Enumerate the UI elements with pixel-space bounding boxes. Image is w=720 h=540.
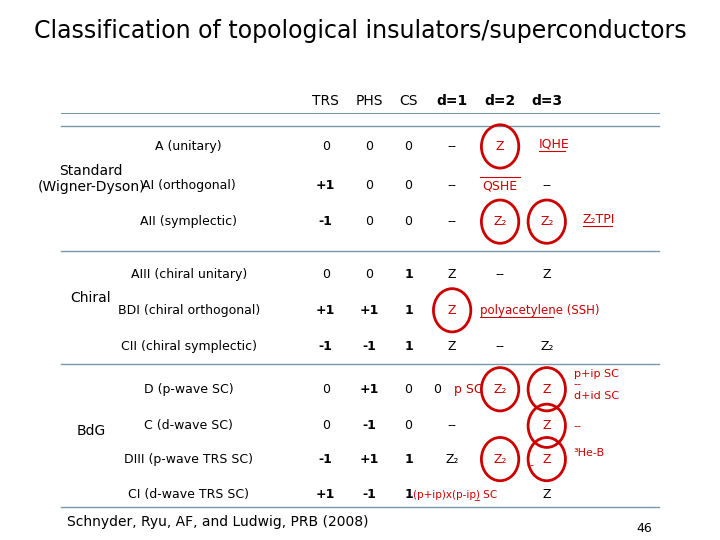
Text: --: -- [574, 379, 582, 389]
Text: +1: +1 [316, 488, 336, 501]
Text: BdG: BdG [76, 424, 106, 438]
Text: Z: Z [543, 383, 551, 396]
Text: 46: 46 [637, 522, 652, 536]
Text: --: -- [574, 421, 582, 431]
Text: Z: Z [448, 340, 456, 353]
Text: --: -- [448, 179, 456, 192]
Text: -1: -1 [362, 488, 377, 501]
Text: Z₂: Z₂ [540, 215, 554, 228]
Text: CII (chiral symplectic): CII (chiral symplectic) [121, 340, 257, 353]
Text: 1: 1 [404, 488, 413, 501]
Text: -1: -1 [319, 215, 333, 228]
Text: AIII (chiral unitary): AIII (chiral unitary) [130, 268, 247, 281]
Text: 1: 1 [404, 453, 413, 465]
Text: BDI (chiral orthogonal): BDI (chiral orthogonal) [117, 304, 260, 317]
Text: D (p-wave SC): D (p-wave SC) [144, 383, 233, 396]
Text: +1: +1 [316, 179, 336, 192]
Text: 0: 0 [365, 215, 374, 228]
Text: +1: +1 [316, 304, 336, 317]
Text: --: -- [448, 419, 456, 433]
Text: Chiral: Chiral [71, 291, 112, 305]
Text: AI (orthogonal): AI (orthogonal) [142, 179, 235, 192]
Text: --: -- [448, 215, 456, 228]
Text: Schnyder, Ryu, AF, and Ludwig, PRB (2008): Schnyder, Ryu, AF, and Ludwig, PRB (2008… [68, 516, 369, 530]
Text: Z₂TPI: Z₂TPI [583, 213, 616, 226]
Text: Z₂: Z₂ [540, 340, 554, 353]
Text: 0: 0 [365, 268, 374, 281]
Text: --: -- [542, 179, 552, 192]
Text: 0: 0 [405, 383, 413, 396]
Text: d=2: d=2 [485, 94, 516, 108]
Text: 1: 1 [404, 340, 413, 353]
Text: Z: Z [543, 488, 551, 501]
Text: CS: CS [400, 94, 418, 108]
Text: p+ip SC: p+ip SC [574, 369, 618, 379]
Text: d=3: d=3 [531, 94, 562, 108]
Text: Z: Z [543, 453, 551, 465]
Text: ³He-B: ³He-B [574, 448, 605, 458]
Text: 0: 0 [322, 383, 330, 396]
Text: DIII (p-wave TRS SC): DIII (p-wave TRS SC) [125, 453, 253, 465]
Text: CI (d-wave TRS SC): CI (d-wave TRS SC) [128, 488, 249, 501]
Text: +1: +1 [360, 304, 379, 317]
Text: Z₂: Z₂ [493, 215, 507, 228]
Text: polyacetylene (SSH): polyacetylene (SSH) [480, 304, 600, 317]
Text: 1: 1 [404, 268, 413, 281]
Text: +1: +1 [360, 453, 379, 465]
Text: Standard
(Wigner-Dyson): Standard (Wigner-Dyson) [37, 164, 145, 194]
Text: 0: 0 [365, 140, 374, 153]
Text: AII (symplectic): AII (symplectic) [140, 215, 238, 228]
Text: +1: +1 [360, 383, 379, 396]
Text: Z: Z [448, 268, 456, 281]
Text: IQHE: IQHE [539, 138, 570, 151]
Text: C (d-wave SC): C (d-wave SC) [144, 419, 233, 433]
Text: -1: -1 [319, 453, 333, 465]
Text: Z₂: Z₂ [493, 453, 507, 465]
Text: -1: -1 [319, 340, 333, 353]
Text: 0: 0 [322, 140, 330, 153]
Text: Z₂: Z₂ [493, 383, 507, 396]
Text: 0: 0 [405, 419, 413, 433]
Text: --: -- [527, 461, 535, 470]
Text: p SC: p SC [454, 383, 482, 396]
Text: --: -- [448, 140, 456, 153]
Text: 0: 0 [405, 140, 413, 153]
Text: -1: -1 [362, 340, 377, 353]
Text: 0: 0 [405, 179, 413, 192]
Text: 0: 0 [365, 179, 374, 192]
Text: 0: 0 [322, 268, 330, 281]
Text: Classification of topological insulators/superconductors: Classification of topological insulators… [34, 19, 686, 43]
Text: 0: 0 [433, 383, 441, 396]
Text: --: -- [495, 340, 505, 353]
Text: (p+ip)x(p-ip)̲ SC: (p+ip)x(p-ip)̲ SC [413, 489, 498, 500]
Text: Z: Z [448, 304, 456, 317]
Text: 0: 0 [405, 215, 413, 228]
Text: A (unitary): A (unitary) [156, 140, 222, 153]
Text: d+id SC: d+id SC [574, 391, 618, 401]
Text: --: -- [495, 268, 505, 281]
Text: TRS: TRS [312, 94, 339, 108]
Text: PHS: PHS [356, 94, 383, 108]
Text: Z: Z [496, 140, 504, 153]
Text: QSHE: QSHE [482, 179, 518, 192]
Text: Z: Z [543, 419, 551, 433]
Text: 0: 0 [322, 419, 330, 433]
Text: 1: 1 [404, 304, 413, 317]
Text: Z₂: Z₂ [446, 453, 459, 465]
Text: -1: -1 [362, 419, 377, 433]
Text: Z: Z [543, 268, 551, 281]
Text: d=1: d=1 [436, 94, 468, 108]
